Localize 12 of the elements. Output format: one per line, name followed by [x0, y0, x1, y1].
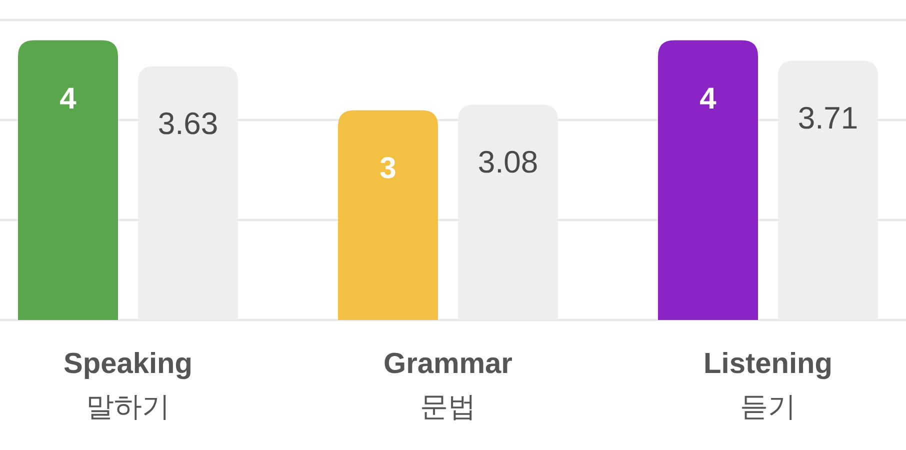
data-label: 3.63: [158, 106, 218, 142]
data-label: 4: [60, 82, 77, 116]
bar: [658, 40, 758, 320]
data-label: 4: [700, 82, 717, 116]
x-tick-label: Listening 듣기: [704, 348, 832, 422]
x-tick-label: Speaking 말하기: [64, 348, 192, 422]
data-label: 3: [380, 152, 396, 186]
bar: [18, 40, 118, 320]
data-label: 3.08: [478, 144, 538, 180]
bar: [338, 110, 438, 320]
x-tick-label: Grammar 문법: [384, 348, 512, 422]
data-label: 3.71: [798, 100, 858, 136]
